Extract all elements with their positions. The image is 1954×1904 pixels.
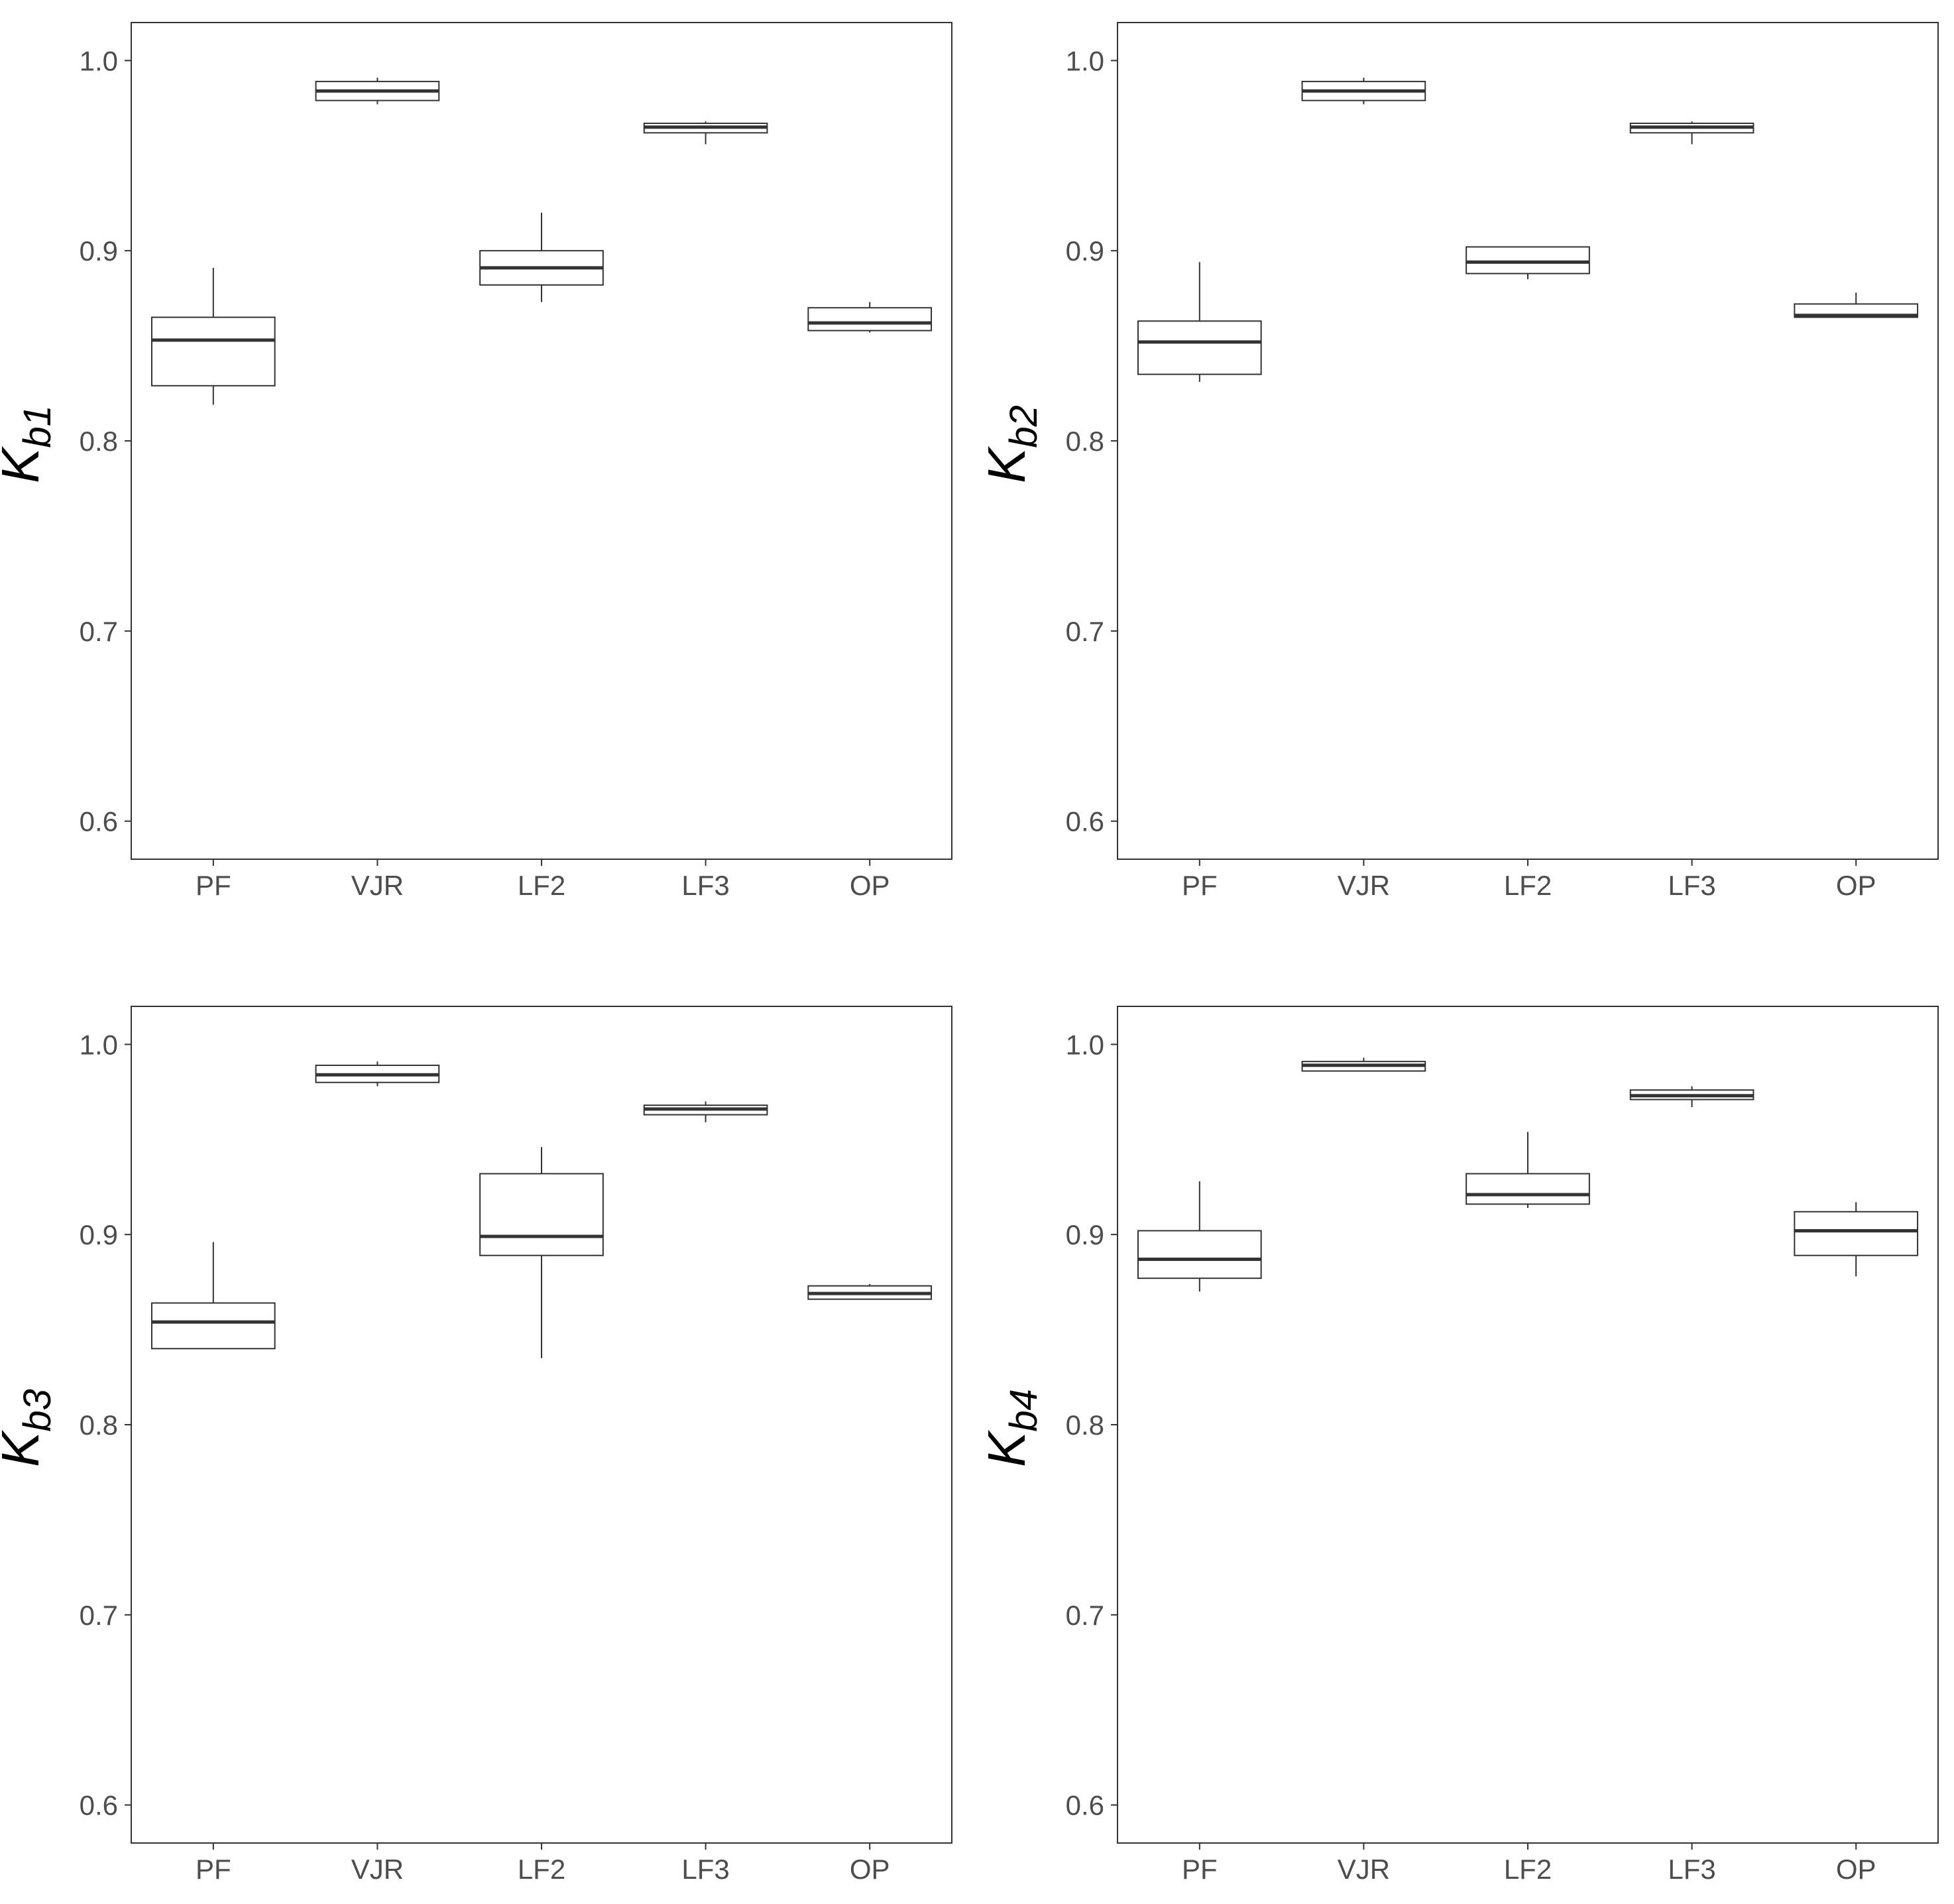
- panel-b2: 0.6 0.7 0.8 0.9 1.0 PF VJR LF2 LF3 OP Kb2: [977, 22, 1939, 901]
- box-pf: [1137, 1181, 1262, 1292]
- box-vjr: [315, 78, 440, 105]
- plot-area: [131, 1006, 952, 1844]
- y-axis-title-main: K: [977, 1429, 1036, 1467]
- y-axis-title-subscript: b1: [16, 405, 59, 448]
- x-tick-label-pf: PF: [196, 870, 231, 901]
- box-lf2: [479, 1147, 604, 1358]
- y-tick-label: 0.7: [1066, 616, 1104, 647]
- x-tick-label-op: OP: [1836, 1854, 1876, 1885]
- y-axis-title-subscript: b4: [1002, 1389, 1045, 1432]
- y-axis-title-main: K: [977, 446, 1036, 483]
- box-lf2: [479, 212, 604, 302]
- x-tick-label-lf2: LF2: [518, 1854, 565, 1885]
- y-axis-title-main: K: [0, 446, 50, 483]
- box-lf3: [643, 1101, 768, 1122]
- x-tick-label-lf3: LF3: [681, 1854, 729, 1885]
- box-iqr: [1466, 246, 1590, 274]
- box-op: [1794, 1202, 1919, 1277]
- panel-b3: 0.6 0.7 0.8 0.9 1.0 PF VJR LF2 LF3 OP Kb3: [0, 1006, 952, 1885]
- box-iqr: [807, 307, 933, 331]
- x-tick-label-vjr: VJR: [351, 1854, 404, 1885]
- box-pf: [150, 1242, 276, 1350]
- y-tick-label: 0.7: [80, 616, 118, 647]
- box-lf2: [1466, 246, 1590, 280]
- box-pf: [1137, 262, 1262, 383]
- x-tick-label-vjr: VJR: [1338, 1854, 1390, 1885]
- y-tick-label: 1.0: [1066, 1029, 1104, 1060]
- x-tick-label-vjr: VJR: [1338, 870, 1390, 901]
- y-tick-label: 0.8: [1066, 1409, 1104, 1441]
- plot-area: [1117, 22, 1939, 860]
- y-tick-label: 0.6: [1066, 1790, 1104, 1821]
- x-tick-label-pf: PF: [1182, 870, 1218, 901]
- x-tick-label-lf3: LF3: [1668, 1854, 1715, 1885]
- y-tick-label: 1.0: [1066, 45, 1104, 76]
- box-iqr: [1466, 1173, 1590, 1205]
- panel-b1: 0.6 0.7 0.8 0.9 1.0 PF VJR LF2 LF3 OP Kb1: [0, 22, 952, 901]
- box-iqr: [1794, 1211, 1919, 1256]
- y-axis-title: Kb1: [0, 405, 59, 483]
- x-tick-label-lf3: LF3: [1668, 870, 1715, 901]
- y-tick-label: 0.6: [80, 1790, 118, 1821]
- box-op: [1794, 292, 1919, 318]
- panel-b4: 0.6 0.7 0.8 0.9 1.0 PF VJR LF2 LF3 OP Kb4: [977, 1006, 1939, 1885]
- x-tick-label-lf3: LF3: [681, 870, 729, 901]
- y-tick-label: 0.8: [80, 1409, 118, 1441]
- y-axis-title: Kb3: [0, 1389, 59, 1467]
- box-lf3: [643, 121, 768, 145]
- x-tick-label-op: OP: [1836, 870, 1876, 901]
- y-axis-title: Kb2: [977, 405, 1045, 483]
- x-tick-label-lf2: LF2: [1504, 1854, 1552, 1885]
- y-axis-title-subscript: b3: [16, 1389, 59, 1432]
- box-vjr: [1301, 1057, 1426, 1072]
- y-tick-label: 0.9: [80, 1219, 118, 1250]
- y-tick-label: 0.9: [80, 235, 118, 267]
- box-iqr: [479, 1173, 604, 1256]
- y-tick-label: 0.7: [1066, 1600, 1104, 1631]
- y-tick-label: 1.0: [80, 1029, 118, 1060]
- y-tick-label: 0.8: [1066, 426, 1104, 457]
- y-tick-label: 0.6: [1066, 806, 1104, 837]
- x-tick-label-op: OP: [850, 870, 890, 901]
- y-tick-label: 0.7: [80, 1600, 118, 1631]
- box-op: [807, 1283, 933, 1300]
- box-lf3: [1629, 1086, 1754, 1108]
- box-vjr: [1301, 78, 1426, 105]
- y-axis-title-subscript: b2: [1002, 405, 1045, 448]
- plot-area: [131, 22, 952, 860]
- box-iqr: [150, 1302, 276, 1350]
- x-tick-label-op: OP: [850, 1854, 890, 1885]
- box-lf3: [1629, 121, 1754, 145]
- box-vjr: [315, 1061, 440, 1087]
- y-tick-label: 0.9: [1066, 1219, 1104, 1250]
- x-tick-label-lf2: LF2: [1504, 870, 1552, 901]
- box-iqr: [150, 316, 276, 387]
- x-tick-label-vjr: VJR: [351, 870, 404, 901]
- box-pf: [150, 267, 276, 405]
- y-tick-label: 0.8: [80, 426, 118, 457]
- y-axis-title: Kb4: [977, 1389, 1045, 1467]
- y-tick-label: 1.0: [80, 45, 118, 76]
- box-iqr: [1137, 320, 1262, 375]
- box-lf2: [1466, 1132, 1590, 1209]
- x-tick-label-pf: PF: [196, 1854, 231, 1885]
- box-op: [807, 302, 933, 333]
- y-tick-label: 0.9: [1066, 235, 1104, 267]
- y-axis-title-main: K: [0, 1429, 50, 1467]
- x-tick-label-lf2: LF2: [518, 870, 565, 901]
- box-iqr: [1137, 1230, 1262, 1279]
- x-tick-label-pf: PF: [1182, 1854, 1218, 1885]
- y-tick-label: 0.6: [80, 806, 118, 837]
